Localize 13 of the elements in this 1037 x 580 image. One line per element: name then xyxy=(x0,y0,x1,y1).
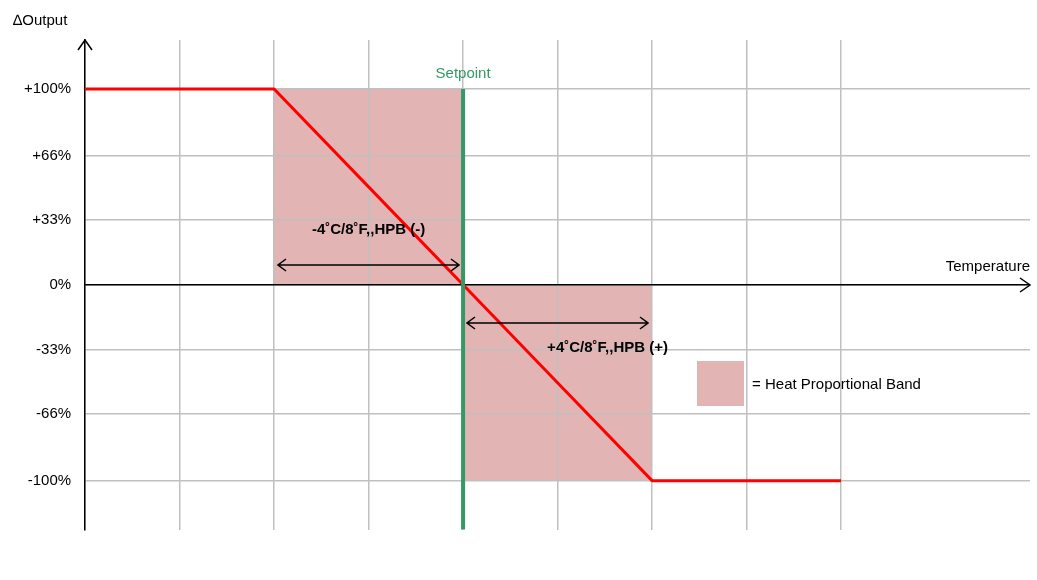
y-tick-label: +100% xyxy=(24,79,72,97)
y-axis-title: ∆Output xyxy=(13,10,69,28)
y-tick-label: -66% xyxy=(36,404,72,422)
annotation: +4˚C/8˚F,,HPB (+) xyxy=(547,337,668,355)
y-tick-label: -33% xyxy=(36,339,72,357)
y-tick-label: -100% xyxy=(27,470,72,488)
x-axis-title: Temperature xyxy=(945,257,1030,275)
annotation: -4˚C/8˚F,,HPB (-) xyxy=(311,219,426,237)
y-tick-label: +66% xyxy=(32,145,72,163)
text: Setpoint xyxy=(435,63,491,81)
y-tick-label: +33% xyxy=(32,210,72,228)
y-tick-label: 0% xyxy=(49,274,72,292)
annotation: = Heat Proportional Band xyxy=(752,374,921,392)
